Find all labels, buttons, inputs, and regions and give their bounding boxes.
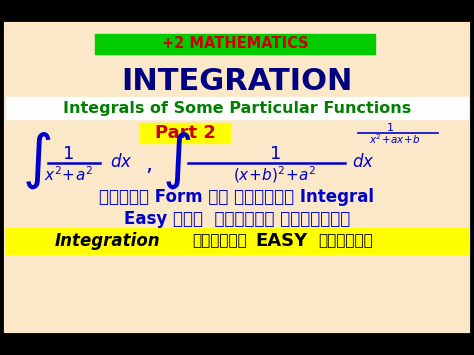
- Text: INTEGRATION: INTEGRATION: [121, 67, 353, 97]
- Bar: [140, 123, 230, 143]
- Text: $1$: $1$: [62, 145, 74, 163]
- Text: $\int$: $\int$: [162, 131, 191, 191]
- Text: $x^2\!+\!ax\!+\!b$: $x^2\!+\!ax\!+\!b$: [369, 132, 420, 146]
- Text: $dx$: $dx$: [352, 153, 374, 171]
- Text: $,$: $,$: [145, 155, 151, 175]
- Text: Part 2: Part 2: [155, 124, 216, 142]
- Text: Integrals of Some Particular Functions: Integrals of Some Particular Functions: [63, 100, 411, 115]
- Bar: [6, 228, 468, 254]
- Text: Easy ആയി  എങ്ങനെ ചെയ്യാം: Easy ആയി എങ്ങനെ ചെയ്യാം: [124, 210, 350, 228]
- Text: എങ്ങനെ: എങ്ങനെ: [192, 234, 247, 248]
- Text: $1$: $1$: [386, 121, 394, 133]
- Text: Integration: Integration: [55, 232, 161, 250]
- Bar: [0, 333, 474, 355]
- Bar: [6, 97, 468, 119]
- Text: ആക്കാം: ആക്കാം: [318, 234, 373, 248]
- Text: $x^2\!+\!a^2$: $x^2\!+\!a^2$: [44, 166, 92, 184]
- Text: $\int$: $\int$: [22, 131, 51, 191]
- Text: എന്നി Form ല്‍ വരുന്ന Integral: എന്നി Form ല്‍ വരുന്ന Integral: [100, 188, 374, 206]
- Text: +2 MATHEMATICS: +2 MATHEMATICS: [162, 37, 308, 51]
- Text: EASY: EASY: [255, 232, 307, 250]
- Text: $dx$: $dx$: [110, 153, 133, 171]
- Bar: [6, 24, 468, 331]
- Text: $(x\!+\!b)^2\!+\!a^2$: $(x\!+\!b)^2\!+\!a^2$: [233, 165, 317, 185]
- Bar: [0, 0, 474, 22]
- Text: $1$: $1$: [269, 145, 281, 163]
- Bar: [95, 34, 375, 54]
